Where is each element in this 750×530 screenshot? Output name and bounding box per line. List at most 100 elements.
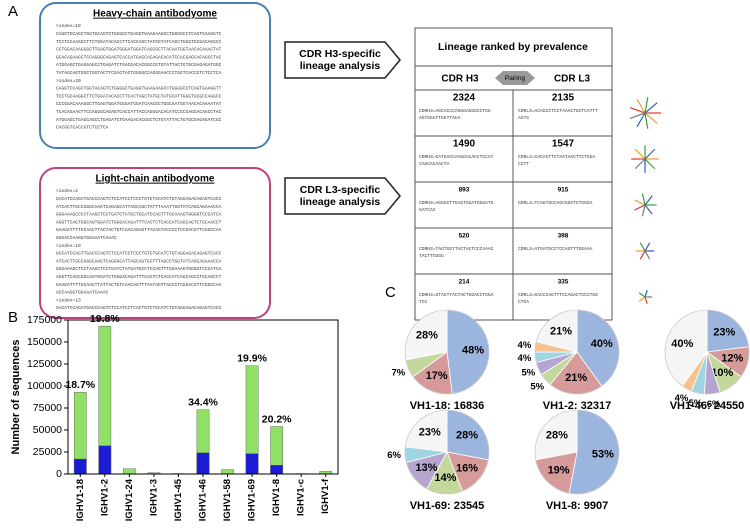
- tree-branch: [629, 106, 646, 114]
- arrow-l3: [284, 177, 401, 215]
- slice-label: 5%: [689, 398, 703, 409]
- sequence-line: TATAGCAGTGGCTGGTACTTCGACTACTGGGGCCAGGGAA…: [56, 70, 222, 76]
- sequence-line: ATCACTTGCCGGGCAAGTCAGAGCATTAGCAGCTATTTAA…: [56, 204, 222, 210]
- slice-label: 28%: [546, 429, 568, 441]
- pie-title: VH1-2: 32317: [543, 400, 612, 412]
- y-tick-label: 125000: [27, 358, 62, 370]
- x-tick-label: IGHV1-3: [148, 479, 159, 516]
- arrow-h3: [284, 41, 401, 79]
- pairing-label: Pairing: [505, 75, 526, 82]
- tree-branch: [634, 158, 646, 170]
- x-tick-label: IGHV1-8: [271, 479, 282, 516]
- sequence-line: GGGAAAGCCCCTAAGCTCCTGATCTATGCTGCATCCAGTT…: [56, 212, 222, 218]
- slice-label: 5%: [521, 368, 535, 379]
- slice-label: 19%: [548, 464, 570, 476]
- sequence-line: >index=20: [56, 78, 81, 84]
- slice-label: 48%: [462, 344, 484, 356]
- sequence-line: GGGAAAGCTCCTAAGCTCCTGATCTATGATGCCTCCAGTT…: [56, 266, 222, 272]
- cdr-sequence: CDRL3=ATGATGCCTCCAGTTTGGAAA: [518, 246, 593, 252]
- x-tick-label: IGHV1-24: [124, 478, 135, 521]
- arrow-text: lineage analysis: [300, 60, 381, 72]
- cdr-sequence: AGTGGATTGGTTACA: [419, 115, 461, 121]
- tree-branch: [636, 98, 646, 114]
- tree-branch: [644, 102, 658, 114]
- tree-branch: [636, 112, 646, 128]
- tree-branch: [644, 148, 656, 160]
- cdr-sequence: ACTG: [518, 115, 529, 121]
- slice-label: 28%: [456, 429, 478, 441]
- sequence-line: TCCTGCAAGGCTTCTGGATACACCTTCACTAGCTATGCTA…: [56, 93, 222, 99]
- cdr-sequence: GATCAC: [419, 207, 436, 213]
- sequence-line: GAAGATTTTGCAACTTACTACTGTCAACAGAGTTACAGTA…: [56, 227, 222, 233]
- slice-label: 5%: [530, 382, 544, 393]
- tree-branch: [634, 148, 646, 160]
- panel-label: A: [8, 3, 18, 20]
- sequence-line: ATGGAGCTGAGGAGCCTGAGATCTGACGACACGGCCGTGT…: [56, 62, 222, 68]
- y-axis-label: Number of sequences: [10, 340, 22, 455]
- sequence-line: CACGGTCACCGTCTCCTCA: [56, 125, 109, 131]
- tree-branch: [629, 112, 646, 120]
- sequence-line: GCACAGAAGCTCCAGGGCAGAGTCACCATGACCACAGACA…: [56, 54, 222, 60]
- tree-branch: [639, 242, 646, 252]
- box-title: Light-chain antibodyome: [96, 174, 215, 185]
- pie-outline: [664, 309, 750, 395]
- cdr-sequence: CDRH3=GTAGTTACTACTGGACCTGGA: [419, 292, 494, 298]
- pie-outline: [404, 309, 490, 395]
- y-tick-label: 175000: [27, 314, 62, 326]
- lineage-count: 915: [558, 187, 569, 194]
- slice-label: 4%: [518, 340, 532, 351]
- sequence-line: CAGGTGCAGCTGGTGCAGTCTGGGGCTGAGGTGAAGAAGC…: [56, 31, 222, 37]
- slice-label: 12%: [721, 352, 743, 364]
- light-box: [39, 167, 271, 319]
- y-tick-label: 100000: [27, 380, 62, 392]
- cdr-sequence: CDRH3=AGGGCTTGAGTGGATGGGATG: [419, 200, 494, 206]
- cdr-sequence: TCC: [419, 299, 428, 305]
- sequence-line: GCCATCCAGTTGACCCAGTCTCCATCCTCCCTGTCTGCAT…: [56, 251, 222, 257]
- x-tick-label: IGHV1-18: [75, 479, 86, 521]
- lineage-count: 1490: [453, 139, 476, 150]
- tree-branch: [644, 112, 649, 129]
- lineage-count: 2324: [453, 93, 476, 104]
- tree-branch: [644, 296, 648, 305]
- lineage-count: 520: [459, 233, 470, 240]
- percent-label: 19.9%: [237, 353, 267, 365]
- bar: [98, 445, 112, 475]
- bar: [73, 458, 87, 475]
- slice-label: 6%: [387, 450, 401, 461]
- percent-label: 18.7%: [65, 379, 95, 391]
- lineage-count: 335: [558, 279, 569, 286]
- cdr-sequence: CAGCACAACTA: [419, 161, 450, 167]
- lineage-count: 398: [558, 233, 569, 240]
- slice-label: 4%: [675, 393, 689, 404]
- y-tick-label: 50000: [33, 424, 62, 436]
- sequence-line: >index=19: [56, 243, 81, 249]
- tree-branch: [644, 195, 653, 206]
- pie-title: VH1-8: 9907: [546, 500, 608, 512]
- sequence-line: GACATCCAGATGACCCAGTCTCCATCCTCACTGTCTGCAT…: [56, 305, 222, 311]
- sequence-line: AGGTTCAGCGGCAGTGGATCTGGGACAGATTTCACTCTCA…: [56, 274, 222, 280]
- bar: [221, 469, 234, 475]
- tree-branch: [634, 199, 646, 206]
- cdr-sequence: CDRL3=TCAGTGGCAGCGGGTCTGGGA: [518, 200, 593, 206]
- column-header: CDR L3: [554, 74, 591, 85]
- column-header: CDR H3: [441, 74, 479, 85]
- slice-label: 53%: [592, 448, 614, 460]
- cdr-sequence: CDRH3=AGCACCCAGGGAGGGCCTGG: [419, 108, 491, 114]
- cdr-sequence: CTGA: [518, 299, 529, 305]
- sequence-line: ATGGAGCTGAGCAGCCTGAGATCTGAAGACACGGCTGTGT…: [56, 117, 222, 123]
- x-tick-label: IGHV1-46: [198, 479, 209, 521]
- percent-label: 20.2%: [262, 413, 292, 425]
- tree-branch: [644, 250, 651, 260]
- sequence-line: TCCTGCAAGGCTTCTGGATACACCTTCACCAGCTATGGTA…: [56, 39, 222, 45]
- bar: [123, 468, 136, 475]
- panel-label: C: [385, 284, 396, 301]
- y-tick-label: 150000: [27, 336, 62, 348]
- cdr-sequence: CDRL3=ACAGCCTCCTAAACTGCTCATTT: [518, 108, 598, 114]
- cdr-sequence: CCTT: [518, 161, 529, 167]
- slice-label: 23%: [419, 426, 441, 438]
- pie-outline: [534, 309, 620, 395]
- tree-branch: [644, 97, 649, 114]
- y-tick-label: 0: [56, 468, 62, 480]
- tree-branch: [644, 289, 648, 298]
